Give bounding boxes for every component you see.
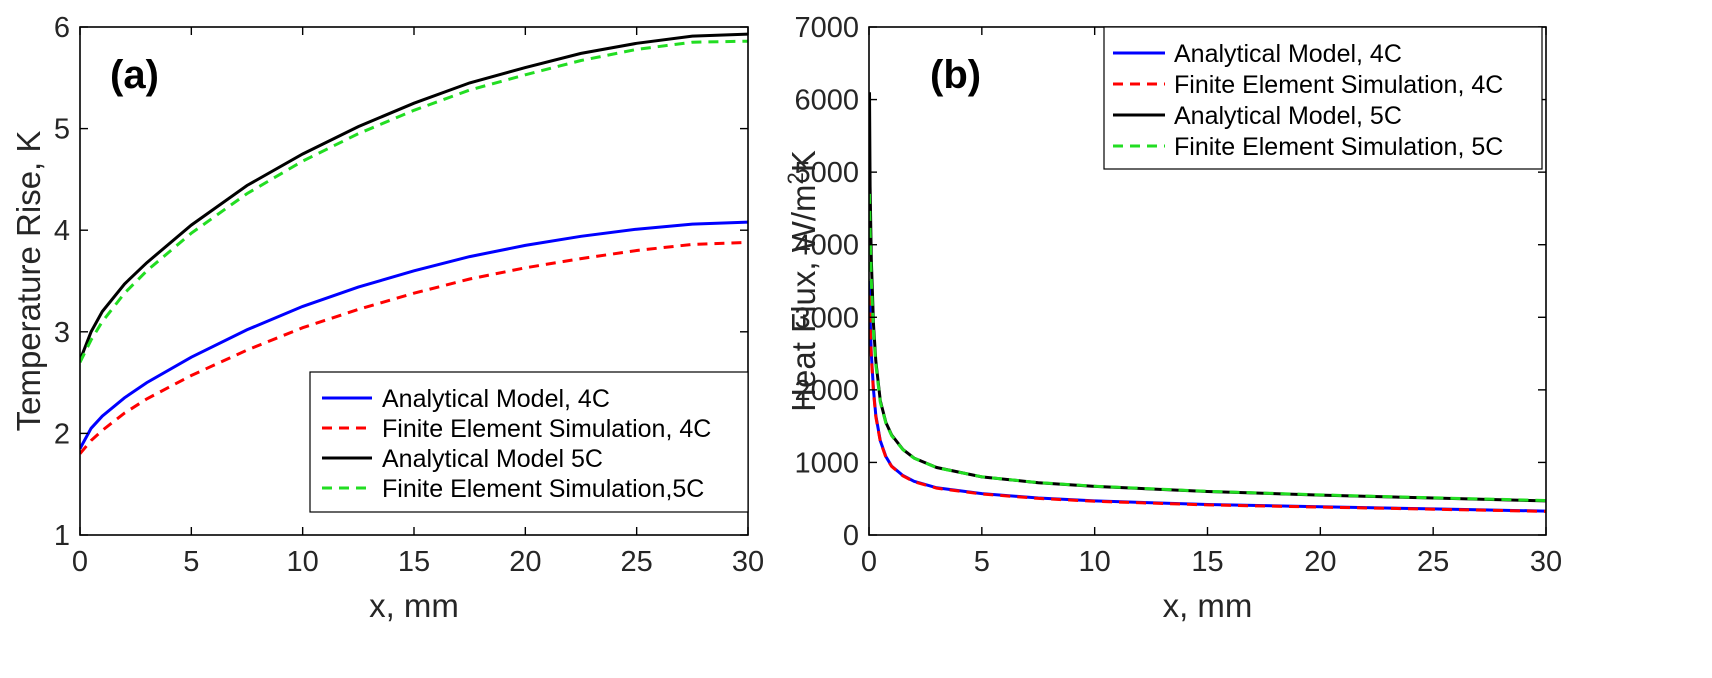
y-tick-label: 3: [54, 317, 70, 349]
legend-entry-label: Finite Element Simulation, 4C: [382, 415, 711, 443]
x-axis-label: x, mm: [1163, 587, 1253, 624]
y-tick-label: 2000: [794, 375, 859, 407]
series-line-2: [869, 295, 1546, 513]
y-tick-label: 7000: [794, 12, 859, 44]
x-tick-label: 5: [183, 546, 199, 578]
legend-box: [309, 371, 749, 513]
legend-entry-label: Finite Element Simulation, 5C: [1174, 133, 1503, 161]
x-tick-label: 15: [398, 546, 430, 578]
panel-label: (a): [110, 53, 159, 97]
legend-entry-label: Finite Element Simulation,5C: [382, 475, 704, 503]
legend-entry-label: Finite Element Simulation, 4C: [1174, 71, 1503, 99]
y-tick-label: 5: [54, 114, 70, 146]
y-axis-label: Temperature Rise, K: [10, 131, 47, 432]
legend-entry-label: Analytical Model, 4C: [1174, 40, 1402, 68]
x-tick-label: 25: [1417, 546, 1449, 578]
legend-entry-label: Analytical Model 5C: [382, 445, 603, 473]
chart-panel-a: 0 5 10 15 20 25 30 1 2 3 4 5 6 x, mm Temperature Rise,…: [10, 12, 764, 624]
x-tick-label: 25: [621, 546, 653, 578]
y-tick-label: 6000: [794, 85, 859, 117]
x-tick-label: 20: [1304, 546, 1336, 578]
chart-panel-b: 0 5 10 15 20 25 30 0 1000 2000 3000 4000 5000 6000 700…: [783, 12, 1562, 624]
legend-box: [1103, 26, 1543, 170]
series-line-1: [869, 280, 1546, 513]
x-tick-label: 10: [287, 546, 319, 578]
x-tick-label: 20: [509, 546, 541, 578]
series-group: [869, 92, 1546, 513]
x-axis-label: x, mm: [369, 587, 459, 624]
series-line-3: [80, 32, 748, 361]
legend: Analytical Model, 4C Finite Element Simul…: [1103, 26, 1543, 170]
y-tick-label: 1000: [794, 447, 859, 479]
y-tick-label: 0: [843, 520, 859, 552]
y-tick-label: 4: [54, 215, 70, 247]
series-group: [80, 32, 748, 455]
x-tick-label: 10: [1079, 546, 1111, 578]
series-line-4: [80, 39, 748, 363]
y-tick-label: 3000: [794, 302, 859, 334]
y-tick-label: 2: [54, 418, 70, 450]
y-tick-label: 1: [54, 520, 70, 552]
x-tick-label: 30: [732, 546, 764, 578]
x-tick-label: 30: [1530, 546, 1562, 578]
y-tick-label: 5000: [794, 157, 859, 189]
y-tick-label: 6: [54, 12, 70, 44]
x-tick-label: 15: [1191, 546, 1223, 578]
x-tick-label: 0: [72, 546, 88, 578]
series-line-1: [80, 220, 748, 450]
x-tick-label: 5: [974, 546, 990, 578]
series-line-4: [869, 193, 1546, 502]
legend-entry-label: Analytical Model, 4C: [382, 385, 610, 413]
y-tick-label: 4000: [794, 230, 859, 262]
legend-entry-label: Analytical Model, 5C: [1174, 102, 1402, 130]
x-tick-label: 0: [861, 546, 877, 578]
y-axis-label: Heat Flux, W/m2K: [783, 150, 822, 412]
panel-label: (b): [930, 53, 981, 97]
